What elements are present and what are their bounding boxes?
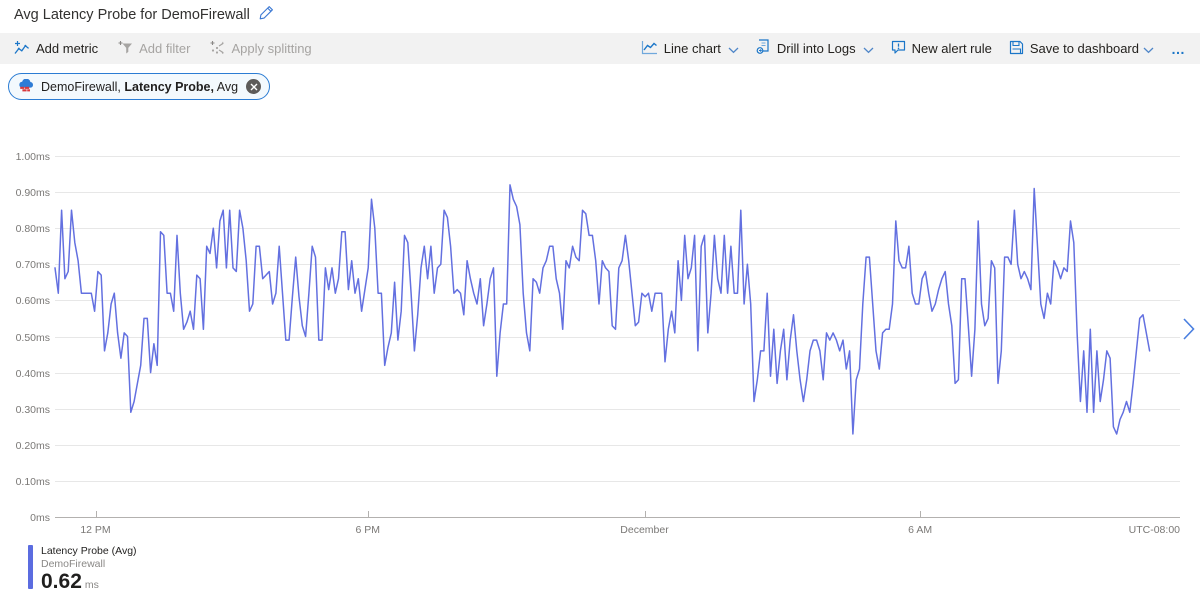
x-axis-label: December [620,524,669,536]
y-axis-label: 0.60ms [16,295,50,307]
apply-splitting-button: Apply splitting [210,40,312,57]
add-filter-label: Add filter [139,41,191,56]
drill-into-logs-label: Drill into Logs [776,41,856,56]
chart-toolbar: Add metric Add filter Apply [0,33,1200,64]
x-axis-label: 6 AM [908,524,932,536]
chart-type-label: Line chart [663,41,721,56]
add-metric-icon [14,40,30,58]
firewall-icon [18,78,35,95]
y-axis-label: 0.10ms [16,476,50,488]
ellipsis-icon: … [1171,40,1186,57]
legend-color-bar [28,545,33,589]
drill-into-logs-icon [756,39,771,58]
pencil-icon [259,5,274,24]
toolbar-right-group: Line chart Drill into Logs [641,39,1186,58]
apply-splitting-icon [210,40,225,57]
legend-resource-name: DemoFirewall [41,557,106,570]
y-axis-label: 0.50ms [16,332,50,344]
add-metric-button[interactable]: Add metric [14,40,98,58]
chevron-right-icon [1182,318,1196,345]
save-to-dashboard-dropdown[interactable]: Save to dashboard [1009,40,1154,58]
legend-value: 0.62 [41,570,82,593]
page-title: Avg Latency Probe for DemoFirewall [14,6,250,23]
add-filter-icon [118,40,133,57]
x-axis-label: UTC-08:00 [1129,524,1181,536]
chevron-down-icon [1143,42,1154,57]
chevron-down-icon [863,42,874,57]
y-axis-label: 0.80ms [16,223,50,235]
x-axis-label: 6 PM [355,524,380,536]
y-axis-label: 0.90ms [16,187,50,199]
chevron-down-icon [728,42,739,57]
y-axis-label: 1.00ms [16,151,50,163]
metric-chip-row: DemoFirewall, Latency Probe, Avg [8,73,271,100]
metric-chip[interactable]: DemoFirewall, Latency Probe, Avg [8,73,271,100]
chip-aggregation: Avg [216,79,239,94]
chip-resource: DemoFirewall, [41,79,121,94]
legend-text: Latency Probe (Avg) DemoFirewall 0.62 ms [41,545,137,593]
chip-metric: Latency Probe, [124,79,214,94]
chip-close-button[interactable] [246,79,262,94]
scroll-forward-button[interactable] [1182,317,1196,346]
save-to-dashboard-label: Save to dashboard [1029,41,1139,56]
legend-series-name: Latency Probe (Avg) [41,545,137,557]
drill-into-logs-dropdown[interactable]: Drill into Logs [756,39,874,58]
more-commands-button[interactable]: … [1171,41,1186,57]
y-axis-label: 0.40ms [16,368,50,380]
new-alert-rule-icon [891,40,906,58]
y-axis-label: 0ms [30,512,50,524]
y-axis-label: 0.70ms [16,259,50,271]
toolbar-left-group: Add metric Add filter Apply [14,40,312,58]
latency-chart-plot[interactable]: 1.00ms 0.90ms 0.80ms 0.70ms 0.60ms 0.50ms 0.40… [0,140,1200,550]
chip-text: DemoFirewall, Latency Probe, Avg [41,80,238,94]
legend-unit: ms [84,579,99,592]
add-metric-label: Add metric [36,41,99,56]
y-axis-label: 0.30ms [16,404,50,416]
save-to-dashboard-icon [1009,40,1024,58]
line-chart-icon [641,40,658,58]
chart-legend: Latency Probe (Avg) DemoFirewall 0.62 ms [28,545,137,593]
chart-type-dropdown[interactable]: Line chart [641,40,739,58]
new-alert-rule-button[interactable]: New alert rule [891,40,992,58]
title-row: Avg Latency Probe for DemoFirewall [14,5,274,24]
new-alert-rule-label: New alert rule [911,41,992,56]
legend-value-row: 0.62 ms [41,571,137,593]
add-filter-button: Add filter [118,40,190,57]
chart-line [54,184,1151,435]
y-axis-label: 0.20ms [16,440,50,452]
edit-title-button[interactable] [259,5,274,24]
apply-splitting-label: Apply splitting [231,41,312,56]
x-axis-label: 12 PM [80,524,110,536]
